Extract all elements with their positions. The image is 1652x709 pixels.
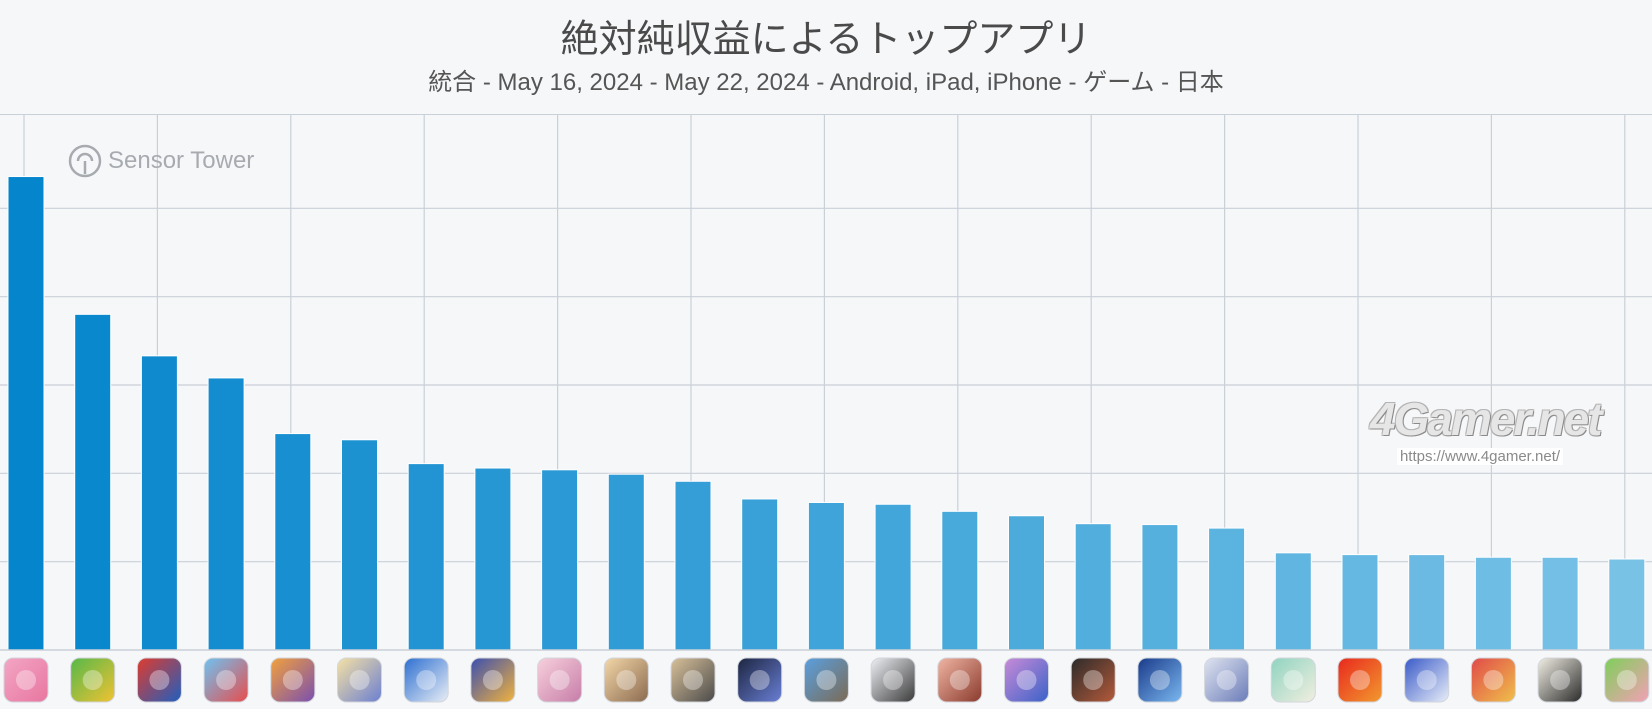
app-icon-19[interactable] — [1204, 657, 1250, 703]
bar-4[interactable] — [207, 377, 245, 651]
app-icon-5[interactable] — [270, 657, 316, 703]
chart-subtitle: 統合 - May 16, 2024 - May 22, 2024 - Andro… — [428, 69, 1224, 96]
app-icon-24[interactable] — [1537, 657, 1583, 703]
app-icon-2[interactable] — [70, 657, 116, 703]
app-icon-3[interactable] — [136, 657, 182, 703]
app-icon-14[interactable] — [870, 657, 916, 703]
watermark-url: https://www.4gamer.net/ — [1396, 448, 1564, 465]
app-icons-row — [3, 657, 1650, 703]
bar-20[interactable] — [1274, 552, 1312, 651]
app-icon-18[interactable] — [1137, 657, 1183, 703]
watermark-logo: 4Gamer.net — [1370, 393, 1603, 445]
app-icon-16[interactable] — [1004, 657, 1049, 703]
bar-22[interactable] — [1408, 554, 1446, 651]
app-icon-13[interactable] — [803, 657, 849, 703]
bar-12[interactable] — [741, 498, 779, 651]
app-icon-21[interactable] — [1337, 657, 1383, 703]
sensor-tower-icon — [68, 144, 102, 178]
bar-9[interactable] — [541, 469, 579, 651]
bar-17[interactable] — [1074, 523, 1112, 651]
app-icon-15[interactable] — [937, 657, 983, 703]
bar-series — [7, 176, 1646, 651]
bar-15[interactable] — [941, 510, 979, 651]
bar-11[interactable] — [674, 480, 712, 651]
watermark: 4Gamer.net https://www.4gamer.net/ — [1370, 392, 1603, 465]
bar-1[interactable] — [7, 176, 45, 651]
app-icon-22[interactable] — [1404, 657, 1450, 703]
bar-16[interactable] — [1008, 515, 1045, 651]
bar-24[interactable] — [1541, 556, 1579, 651]
app-icon-17[interactable] — [1070, 657, 1116, 703]
bar-8[interactable] — [474, 467, 512, 651]
sensor-tower-logo: Sensor Tower — [68, 144, 254, 178]
bar-6[interactable] — [341, 439, 378, 651]
chart-header: 絶対純収益によるトップアプリ 統合 - May 16, 2024 - May 2… — [0, 0, 1652, 115]
app-icon-7[interactable] — [403, 657, 449, 703]
bar-10[interactable] — [607, 473, 645, 651]
app-icon-9[interactable] — [537, 657, 583, 703]
bar-7[interactable] — [407, 463, 445, 651]
app-icon-4[interactable] — [203, 657, 249, 703]
app-icon-10[interactable] — [603, 657, 649, 703]
app-icon-1[interactable] — [3, 657, 49, 703]
bar-19[interactable] — [1208, 527, 1246, 651]
bar-23[interactable] — [1474, 556, 1512, 651]
app-icon-23[interactable] — [1470, 657, 1516, 703]
bar-chart — [0, 114, 1652, 703]
app-icon-12[interactable] — [737, 657, 783, 703]
bar-25[interactable] — [1608, 558, 1646, 651]
chart-title: 絶対純収益によるトップアプリ — [560, 17, 1092, 61]
bar-13[interactable] — [807, 501, 845, 651]
bar-21[interactable] — [1341, 554, 1379, 651]
bar-18[interactable] — [1141, 524, 1179, 651]
bar-2[interactable] — [74, 313, 112, 651]
bar-3[interactable] — [140, 355, 178, 651]
bar-5[interactable] — [274, 433, 312, 651]
app-icon-6[interactable] — [337, 657, 382, 703]
app-icon-8[interactable] — [470, 657, 516, 703]
app-icon-20[interactable] — [1270, 657, 1316, 703]
bar-14[interactable] — [874, 503, 912, 651]
sensor-tower-wordmark: Sensor Tower — [108, 147, 255, 174]
app-icon-25[interactable] — [1604, 657, 1650, 703]
app-icon-11[interactable] — [670, 657, 716, 703]
